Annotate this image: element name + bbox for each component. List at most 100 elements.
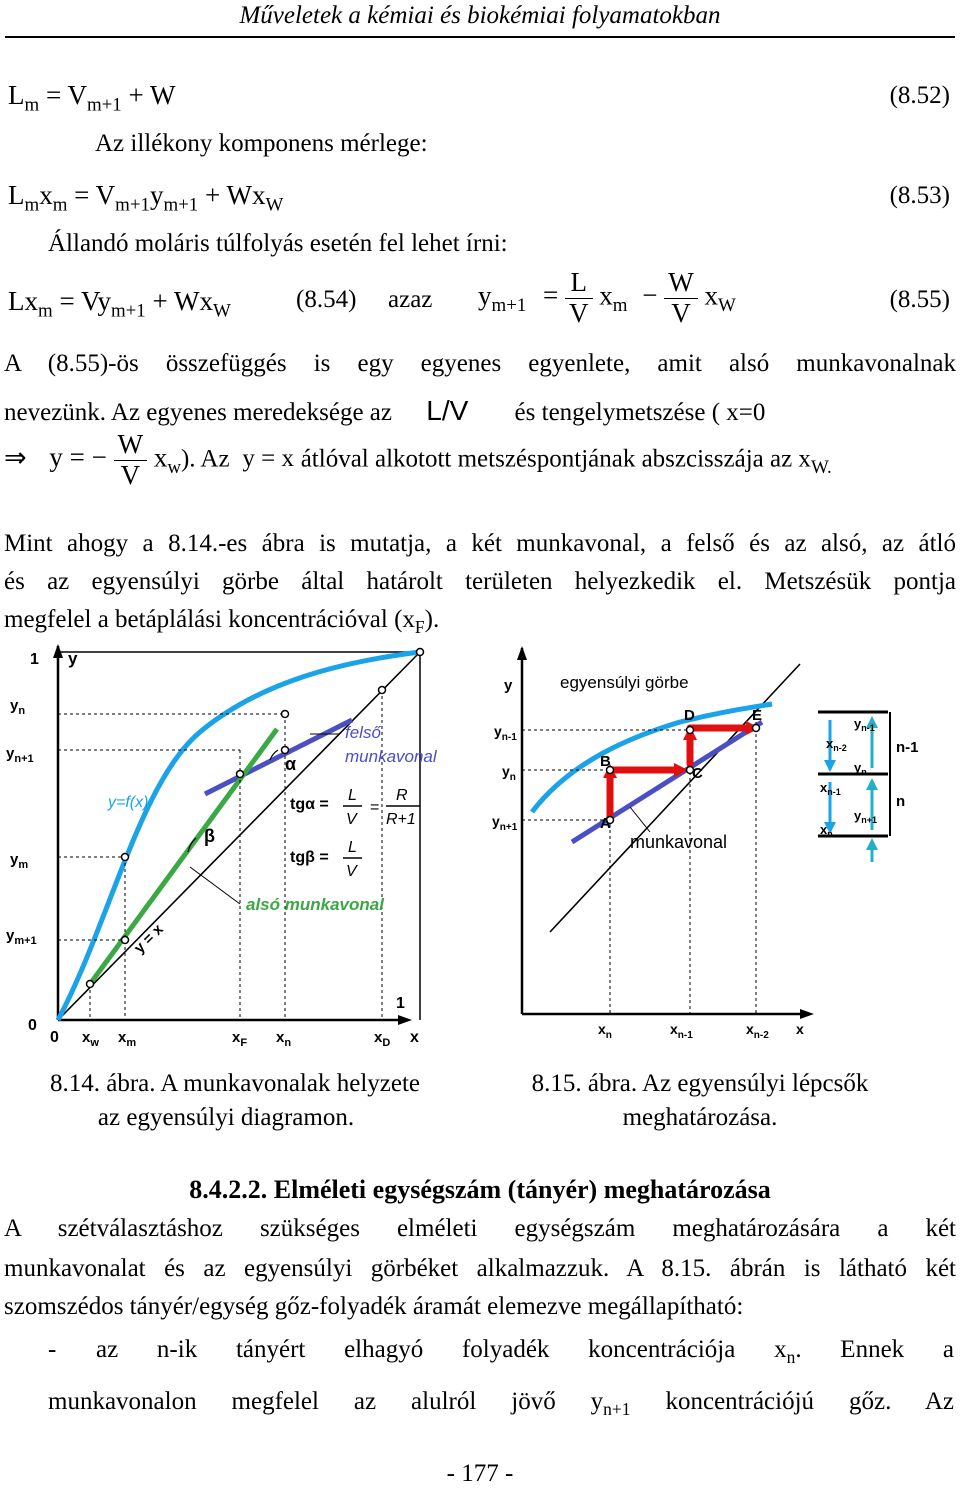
fig15-point-b: B: [600, 753, 611, 770]
fig15-box-xn: xn: [820, 822, 833, 839]
bullet-dash: -: [48, 1336, 57, 1363]
fig15-xn: xn: [598, 1021, 612, 1041]
fig14-origin: 0: [50, 1029, 59, 1046]
running-header: Műveletek a kémiai és biokémiai folyamat…: [239, 2, 721, 29]
fig14-lower-label: alsó munkavonal: [246, 895, 385, 914]
fig14-xw: xw: [82, 1029, 99, 1049]
fig14-xd: xD: [374, 1029, 390, 1049]
fig15-box-xn-1: xn-1: [820, 780, 841, 797]
fig15-xn-2: xn-2: [746, 1021, 769, 1041]
fig14-tg-alpha: tgα =: [290, 796, 329, 813]
fig15-work-label: munkavonal: [630, 832, 727, 852]
fig14-upper-operating-line: [203, 717, 354, 797]
text-volatile-balance: Az illékony komponens mérlege:: [95, 130, 428, 157]
fig14-diagonal-label: y = x: [131, 920, 167, 956]
equation-8-54: Lxm = Vym+1 + WxW: [8, 286, 231, 322]
fig14-yn: yn: [10, 697, 25, 717]
caption-8-14-line1: 8.14. ábra. A munkavonalak helyzete: [49, 1070, 421, 1097]
bullet-line1: az n-ik tányért elhagyó folyadék koncent…: [96, 1336, 955, 1368]
fig14-alpha-V: V: [346, 811, 358, 828]
fig15-work-pointer: [629, 806, 651, 833]
fig15-tray-n: n: [896, 793, 905, 810]
fig14-beta-L: L: [348, 839, 357, 856]
fig14-x-arrow: [398, 1015, 412, 1025]
fig15-box-yn: yn: [854, 760, 867, 777]
fig14-xn: xn: [276, 1029, 291, 1049]
fig15-x-arrow: [800, 1009, 814, 1019]
fig15-guides: [522, 722, 757, 1014]
fig14-beta: β: [204, 826, 215, 846]
fig14-upper-label-2: munkavonal: [345, 747, 438, 766]
fig15-point-e: E: [752, 707, 762, 724]
fig15-operating-line: [570, 719, 764, 845]
equation-number-8-53: (8.53): [889, 182, 950, 209]
fig14-beta-V: V: [346, 863, 358, 880]
section-heading: 8.4.2.2. Elméleti egységszám (tányér) me…: [189, 1175, 771, 1204]
para4-line1: A szétválasztáshoz szükséges elméleti eg…: [4, 1215, 956, 1242]
figure-8-15: egyensúlyi görbe y munkavonal yn-1 yn yn…: [492, 646, 919, 1041]
fig15-x-label: x: [796, 1021, 804, 1037]
fig14-x-label: x: [410, 1029, 419, 1046]
fig14-equilibrium-curve: [55, 649, 421, 1022]
fig15-yn: yn: [502, 763, 516, 783]
fig14-ym1: ym+1: [6, 927, 37, 947]
fig15-yn1: yn+1: [492, 813, 518, 833]
para4-line2: munkavonalat és az egyensúlyi görbéket a…: [4, 1255, 956, 1282]
fig15-y-arrow: [517, 646, 527, 660]
fig15-tray-n-1: n-1: [896, 739, 919, 756]
equation-number-8-54: (8.54): [296, 286, 357, 313]
fig14-points: [85, 647, 425, 989]
para1-line2: nevezünk. Az egyenes meredeksége az L/V …: [4, 395, 766, 426]
fig15-y-label: y: [504, 677, 513, 694]
fig15-point-a: A: [600, 815, 611, 832]
bullet-line2: munkavonalon megfelel az alulról jövő yn…: [48, 1388, 955, 1420]
fig14-lower-pointer: [189, 866, 241, 905]
word-azaz: azaz: [388, 286, 433, 313]
fig15-title: egyensúlyi görbe: [560, 673, 689, 692]
para4-line3: szomszédos tányér/egység gőz-folyadék ár…: [4, 1293, 744, 1320]
fig14-y-arrow: [53, 644, 63, 658]
para3-line2: és az egyensúlyi görbe által határolt te…: [4, 568, 956, 595]
fig15-xn-1: xn-1: [670, 1021, 693, 1041]
fig15-equilibrium-curve: [530, 701, 773, 814]
fig14-curve-label: y=f(x): [107, 794, 148, 811]
caption-8-14-line2: az egyensúlyi diagramon.: [97, 1104, 355, 1131]
fig14-yn1: yn+1: [6, 745, 34, 765]
fig14-tg-beta: tgβ =: [290, 849, 329, 866]
fig14-one-y: 1: [30, 651, 39, 668]
equation-number-8-52: (8.52): [889, 82, 950, 109]
fig15-yn-1: yn-1: [494, 723, 517, 743]
fig14-alpha-L: L: [348, 787, 357, 804]
fig14-alpha-arc: [269, 749, 279, 761]
caption-8-15-line1: 8.15. ábra. Az egyensúlyi lépcsők: [531, 1070, 869, 1097]
fig14-xf: xF: [232, 1029, 247, 1049]
fig14-alpha-eq: =: [370, 799, 379, 816]
equation-8-53: Lmxm = Vm+1ym+1 + WxW: [8, 180, 284, 216]
equation-8-52: Lm = Vm+1 + W: [8, 80, 176, 116]
fig15-tray-diagram: [818, 710, 891, 862]
fig15-point-d: D: [684, 707, 695, 724]
fig14-alpha-R: R: [396, 787, 408, 804]
fig15-point-c: C: [692, 765, 703, 782]
fig14-zero-y: 0: [28, 1017, 37, 1034]
fig15-box-xn-2: xn-2: [826, 736, 847, 753]
para3-line3: megfelel a betáplálási koncentrációval (…: [4, 606, 440, 638]
para3-line1: Mint ahogy a 8.14.-es ábra is mutatja, a…: [4, 530, 956, 557]
figure-8-14: 1 y 0 0 x 1 yn yn+1 ym ym+1 xw xm xF xn …: [6, 644, 438, 1049]
fig14-y-label: y: [68, 649, 78, 668]
header-rule: [5, 36, 955, 38]
fig15-box-yn1: yn+1: [854, 808, 877, 825]
fig14-guides: [58, 690, 383, 1020]
fig14-ym: ym: [10, 851, 28, 871]
fig15-box-yn-1: yn-1: [854, 716, 875, 733]
fig14-diagonal: [57, 651, 421, 1021]
fig14-alpha: α: [285, 754, 296, 774]
fig15-points: [605, 723, 761, 825]
fig14-upper-label: felső: [345, 723, 381, 742]
fig14-xm: xm: [118, 1029, 136, 1049]
text-constant-overflow: Állandó moláris túlfolyás esetén fel leh…: [48, 230, 508, 257]
fig14-beta-arc: [187, 837, 197, 853]
caption-8-15-line2: meghatározása.: [622, 1104, 778, 1131]
